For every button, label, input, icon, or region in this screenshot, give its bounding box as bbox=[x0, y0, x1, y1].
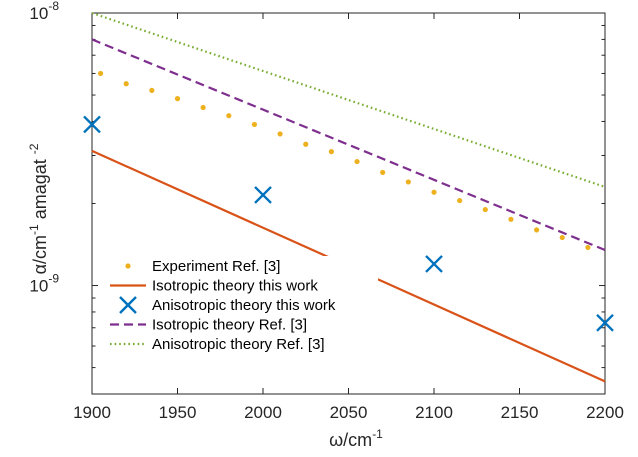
data-point bbox=[277, 131, 283, 137]
legend-label: Isotropic theory this work bbox=[152, 278, 318, 295]
legend-label: Anisotropic theory Ref. [3] bbox=[152, 336, 325, 353]
x-tick-label: 2150 bbox=[501, 403, 539, 422]
data-point bbox=[508, 216, 514, 222]
legend-label: Anisotropic theory this work bbox=[152, 297, 336, 314]
y-axis-label-part-2: -1 bbox=[27, 224, 41, 235]
data-point bbox=[200, 104, 206, 111]
legend-box bbox=[104, 256, 378, 382]
data-point bbox=[431, 189, 437, 195]
data-point-cross bbox=[425, 255, 443, 273]
data-point-cross bbox=[596, 313, 614, 332]
data-point bbox=[226, 113, 232, 119]
y-axis-label-part-3: amagat bbox=[30, 154, 50, 224]
x-tick-label: 2200 bbox=[586, 403, 624, 422]
series-line bbox=[91, 38, 606, 252]
legend-entry: Isotropic theory Ref. [3] bbox=[110, 317, 307, 334]
legend-label: Isotropic theory Ref. [3] bbox=[152, 317, 307, 334]
series-line bbox=[91, 11, 606, 188]
x-tick-label: 1900 bbox=[73, 403, 111, 422]
y-axis-ticks: 10-9 10-8 bbox=[29, 0, 605, 395]
x-axis-ticks: 1900 1950 2000 2050 2100 2150 2200 bbox=[73, 13, 624, 422]
legend-entry: Isotropic theory this work bbox=[110, 278, 318, 295]
legend-marker bbox=[119, 296, 137, 314]
series-5 bbox=[91, 11, 606, 188]
data-point bbox=[380, 169, 386, 176]
x-tick-label: 2000 bbox=[244, 403, 282, 422]
legend-label: Experiment Ref. [3] bbox=[152, 258, 280, 275]
data-point bbox=[149, 87, 155, 94]
data-point-cross bbox=[254, 186, 272, 204]
x-axis-label-text: ω/cm bbox=[329, 430, 372, 450]
data-point bbox=[405, 179, 411, 185]
y-axis-label-part-4: -2 bbox=[27, 143, 41, 154]
data-point bbox=[354, 158, 360, 165]
legend-entry: Experiment Ref. [3] bbox=[125, 258, 280, 275]
data-point bbox=[174, 96, 181, 102]
y-tick-label: 10-8 bbox=[29, 0, 59, 23]
data-point bbox=[534, 227, 540, 233]
data-point bbox=[457, 197, 463, 204]
legend: Experiment Ref. [3] Isotropic theory this… bbox=[104, 256, 378, 382]
data-point bbox=[97, 70, 104, 77]
y-axis-label: α/cm-1 amagat -2 bbox=[27, 143, 50, 274]
data-point bbox=[303, 141, 309, 147]
x-tick-label: 2100 bbox=[415, 403, 453, 422]
data-point bbox=[585, 244, 591, 251]
x-tick-label: 2050 bbox=[330, 403, 368, 422]
data-point bbox=[251, 121, 258, 128]
data-point bbox=[328, 149, 334, 155]
data-point bbox=[559, 234, 565, 241]
legend-marker bbox=[125, 263, 131, 269]
legend-entry: Anisotropic theory Ref. [3] bbox=[110, 336, 325, 353]
data-point bbox=[123, 81, 129, 87]
y-tick-label: 10-9 bbox=[29, 272, 59, 296]
legend-entry: Anisotropic theory this work bbox=[119, 296, 336, 314]
x-axis-label: ω/cm-1 bbox=[329, 427, 383, 450]
data-point bbox=[482, 206, 488, 213]
series-1 bbox=[97, 70, 591, 251]
y-axis-label-part-1: α/cm bbox=[30, 235, 50, 274]
series-3 bbox=[83, 115, 614, 332]
x-axis-label-sup: -1 bbox=[372, 427, 383, 441]
series-4 bbox=[91, 38, 606, 252]
x-tick-label: 1950 bbox=[159, 403, 197, 422]
data-point-cross bbox=[83, 115, 101, 134]
